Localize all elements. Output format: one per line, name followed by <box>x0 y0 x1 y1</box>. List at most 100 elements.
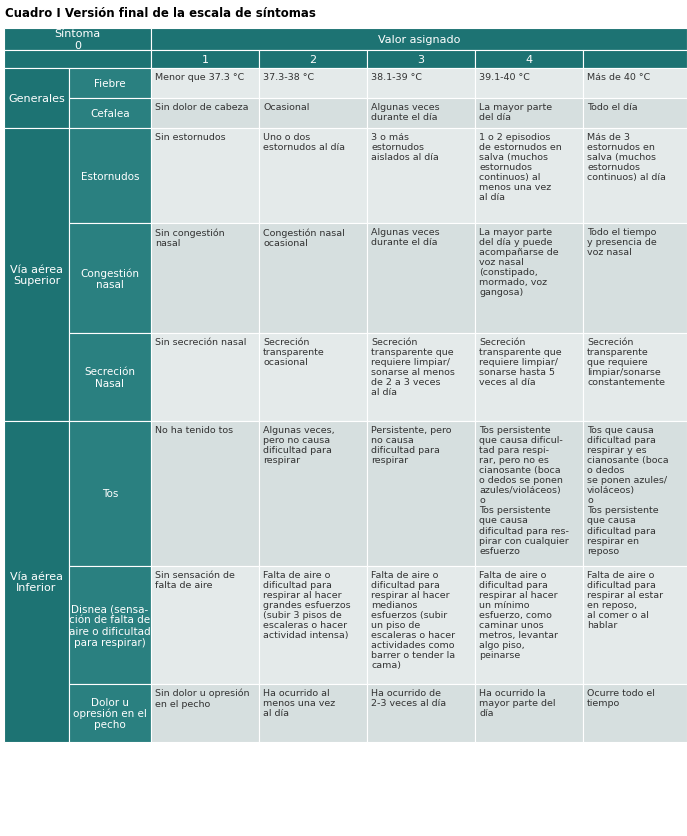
Text: 38.1-39 °C: 38.1-39 °C <box>371 73 422 82</box>
Text: Menor que 37.3 °C: Menor que 37.3 °C <box>155 73 245 82</box>
Bar <box>259 421 367 566</box>
Bar <box>69 684 151 742</box>
Text: No ha tenido tos: No ha tenido tos <box>155 426 233 435</box>
Text: Ha ocurrido al
menos una vez
al día: Ha ocurrido al menos una vez al día <box>263 688 335 717</box>
Text: Ha ocurrido de
2-3 veces al día: Ha ocurrido de 2-3 veces al día <box>371 688 446 707</box>
Bar <box>475 51 583 69</box>
Text: Tos: Tos <box>102 489 118 499</box>
Bar <box>583 224 687 334</box>
Text: Sin dolor u opresión
en el pecho: Sin dolor u opresión en el pecho <box>155 688 249 708</box>
Bar <box>69 334 151 421</box>
Bar <box>69 69 151 99</box>
Bar <box>4 421 69 742</box>
Text: Tos que causa
dificultad para
respirar y es
cianosante (boca
o dedos
se ponen az: Tos que causa dificultad para respirar y… <box>587 426 668 555</box>
Bar <box>367 129 475 224</box>
Text: Secreción
transparente que
requiere limpiar/
sonarse hasta 5
veces al día: Secreción transparente que requiere limp… <box>479 338 562 387</box>
Bar <box>259 684 367 742</box>
Bar <box>151 421 259 566</box>
Text: Sin sensación de
falta de aire: Sin sensación de falta de aire <box>155 570 235 589</box>
Bar <box>475 421 583 566</box>
Bar <box>367 51 475 69</box>
Bar <box>4 129 69 421</box>
Text: Falta de aire o
dificultad para
respirar al hacer
grandes esfuerzos
(subir 3 pis: Falta de aire o dificultad para respirar… <box>263 570 350 640</box>
Text: Vía aérea
Inferior: Vía aérea Inferior <box>10 571 63 593</box>
Bar <box>367 69 475 99</box>
Bar <box>259 224 367 334</box>
Text: 3 o más
estornudos
aislados al día: 3 o más estornudos aislados al día <box>371 133 439 162</box>
Text: Algunas veces,
pero no causa
dificultad para
respirar: Algunas veces, pero no causa dificultad … <box>263 426 335 465</box>
Bar <box>367 334 475 421</box>
Bar <box>583 334 687 421</box>
Bar <box>151 224 259 334</box>
Text: Secreción
transparente que
requiere limpiar/
sonarse al menos
de 2 a 3 veces
al : Secreción transparente que requiere limp… <box>371 338 455 397</box>
Text: Sin estornudos: Sin estornudos <box>155 133 225 142</box>
Bar <box>151 51 259 69</box>
Text: Falta de aire o
dificultad para
respirar al hacer
medianos
esfuerzos (subir
un p: Falta de aire o dificultad para respirar… <box>371 570 455 670</box>
Bar <box>367 99 475 129</box>
Text: Congestión
nasal: Congestión nasal <box>80 268 139 289</box>
Text: Algunas veces
durante el día: Algunas veces durante el día <box>371 103 440 122</box>
Bar <box>475 566 583 684</box>
Bar <box>151 99 259 129</box>
Bar <box>151 29 687 51</box>
Bar <box>259 129 367 224</box>
Text: Sin dolor de cabeza: Sin dolor de cabeza <box>155 103 249 112</box>
Text: Disnea (sensa-
ción de falta de
aire o dificultad
para respirar): Disnea (sensa- ción de falta de aire o d… <box>69 604 151 647</box>
Bar <box>475 99 583 129</box>
Text: Ocurre todo el
tiempo: Ocurre todo el tiempo <box>587 688 655 707</box>
Bar <box>583 69 687 99</box>
Bar <box>583 566 687 684</box>
Bar <box>475 129 583 224</box>
Text: 1 o 2 episodios
de estornudos en
salva (muchos
estornudos
continuos) al
menos un: 1 o 2 episodios de estornudos en salva (… <box>479 133 562 202</box>
Bar <box>69 566 151 684</box>
Text: Vía aérea
Superior: Vía aérea Superior <box>10 264 63 286</box>
Bar <box>151 566 259 684</box>
Bar <box>583 99 687 129</box>
Text: 37.3-38 °C: 37.3-38 °C <box>263 73 314 82</box>
Text: Uno o dos
estornudos al día: Uno o dos estornudos al día <box>263 133 345 152</box>
Text: Sin congestión
nasal: Sin congestión nasal <box>155 227 225 247</box>
Bar <box>367 684 475 742</box>
Text: Secreción
Nasal: Secreción Nasal <box>85 367 135 388</box>
Bar <box>583 129 687 224</box>
Text: 4: 4 <box>526 55 532 65</box>
Text: Dolor u
opresión en el
pecho: Dolor u opresión en el pecho <box>73 696 147 730</box>
Bar <box>4 29 151 51</box>
Bar <box>259 99 367 129</box>
Text: Persistente, pero
no causa
dificultad para
respirar: Persistente, pero no causa dificultad pa… <box>371 426 451 465</box>
Text: Más de 3
estornudos en
salva (muchos
estornudos
continuos) al día: Más de 3 estornudos en salva (muchos est… <box>587 133 666 182</box>
Text: 3: 3 <box>418 55 425 65</box>
Text: 39.1-40 °C: 39.1-40 °C <box>479 73 530 82</box>
Bar <box>583 421 687 566</box>
Bar <box>475 684 583 742</box>
Text: Ha ocurrido la
mayor parte del
día: Ha ocurrido la mayor parte del día <box>479 688 556 717</box>
Text: Secreción
transparente
que requiere
limpiar/sonarse
constantemente: Secreción transparente que requiere limp… <box>587 338 665 387</box>
Bar <box>583 51 687 69</box>
Text: Ocasional: Ocasional <box>263 103 309 112</box>
Bar <box>69 129 151 224</box>
Bar <box>151 129 259 224</box>
Bar <box>151 684 259 742</box>
Bar <box>259 334 367 421</box>
Bar <box>4 51 151 69</box>
Text: 2: 2 <box>309 55 317 65</box>
Bar <box>259 51 367 69</box>
Bar <box>4 69 69 129</box>
Bar <box>475 334 583 421</box>
Bar <box>151 69 259 99</box>
Text: Cuadro I Versión final de la escala de síntomas: Cuadro I Versión final de la escala de s… <box>5 7 316 20</box>
Text: Sin secreción nasal: Sin secreción nasal <box>155 338 247 347</box>
Text: Estornudos: Estornudos <box>81 171 139 181</box>
Text: Tos persistente
que causa dificul-
tad para respi-
rar, pero no es
cianosante (b: Tos persistente que causa dificul- tad p… <box>479 426 569 555</box>
Bar <box>259 566 367 684</box>
Text: La mayor parte
del día: La mayor parte del día <box>479 103 552 122</box>
Text: Generales: Generales <box>8 94 65 104</box>
Bar <box>259 69 367 99</box>
Bar <box>367 566 475 684</box>
Bar <box>69 421 151 566</box>
Text: Algunas veces
durante el día: Algunas veces durante el día <box>371 227 440 247</box>
Bar <box>475 69 583 99</box>
Text: Falta de aire o
dificultad para
respirar al hacer
un mínimo
esfuerzo, como
camin: Falta de aire o dificultad para respirar… <box>479 570 558 660</box>
Text: Fiebre: Fiebre <box>94 79 126 89</box>
Text: Cefalea: Cefalea <box>90 109 130 119</box>
